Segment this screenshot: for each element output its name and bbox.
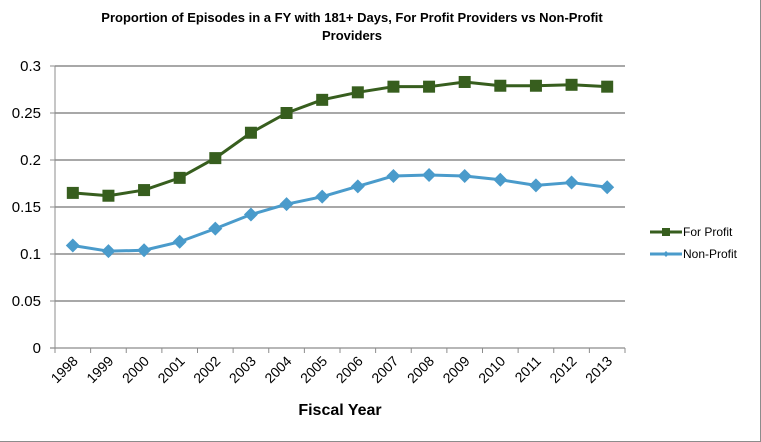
data-point-for-profit xyxy=(102,189,115,202)
x-tick-label: 2011 xyxy=(511,353,544,386)
x-tick-label: 1999 xyxy=(83,353,116,386)
data-point-for-profit xyxy=(173,171,186,184)
x-tick-label: 2009 xyxy=(439,353,472,386)
data-point-for-profit xyxy=(351,86,364,99)
data-point-non-profit xyxy=(600,180,615,195)
x-tick-label: 2001 xyxy=(154,353,187,386)
x-tick-label: 2000 xyxy=(119,353,152,386)
legend-label: For Profit xyxy=(683,225,733,239)
x-tick-label: 2003 xyxy=(226,353,259,386)
data-point-non-profit xyxy=(528,178,543,193)
x-tick-label: 2005 xyxy=(297,353,330,386)
data-point-for-profit xyxy=(565,78,578,91)
legend-label: Non-Profit xyxy=(683,247,738,261)
data-point-non-profit xyxy=(208,221,223,236)
x-tick-label: 2007 xyxy=(368,353,401,386)
data-point-for-profit xyxy=(458,75,471,88)
data-point-for-profit xyxy=(244,126,257,139)
x-tick-label: 2002 xyxy=(190,353,223,386)
data-point-for-profit xyxy=(387,80,400,93)
x-axis-title: Fiscal Year xyxy=(298,402,381,419)
data-point-for-profit xyxy=(601,80,614,93)
y-tick-label: 0 xyxy=(33,340,41,357)
data-point-for-profit xyxy=(529,79,542,92)
y-axis-tick-labels: 0 0.05 0.1 0.15 0.2 0.25 0.3 xyxy=(12,58,41,357)
data-point-for-profit xyxy=(494,79,507,92)
data-point-non-profit xyxy=(279,197,294,212)
y-tick-label: 0.05 xyxy=(12,293,41,310)
legend-diamond-marker-icon xyxy=(663,251,669,257)
x-tick-label: 2012 xyxy=(546,353,579,386)
data-point-for-profit xyxy=(209,152,222,165)
gridlines xyxy=(55,65,625,302)
chart-title: Proportion of Episodes in a FY with 181+… xyxy=(101,10,603,43)
data-point-non-profit xyxy=(243,207,258,222)
x-tick-label: 2004 xyxy=(261,353,294,386)
legend-square-marker-icon xyxy=(662,228,670,236)
data-point-non-profit xyxy=(65,238,80,253)
x-tick-label: 2013 xyxy=(582,353,615,386)
x-axis-tick-labels: 1998 1999 2000 2001 2002 2003 2004 2005 2006 2007… xyxy=(48,353,616,386)
data-point-for-profit xyxy=(138,184,151,197)
data-point-for-profit xyxy=(423,80,436,93)
legend-item-for-profit: For Profit xyxy=(650,225,733,239)
data-point-for-profit xyxy=(280,107,293,119)
x-tick-label: 2010 xyxy=(475,353,508,386)
y-tick-label: 0.15 xyxy=(12,199,41,216)
data-point-non-profit xyxy=(315,189,330,204)
data-series xyxy=(65,75,615,259)
legend: For Profit Non-Profit xyxy=(650,225,738,261)
y-tick-label: 0.25 xyxy=(12,105,41,122)
data-point-for-profit xyxy=(66,186,79,199)
data-point-non-profit xyxy=(422,168,437,183)
legend-item-non-profit: Non-Profit xyxy=(650,247,738,261)
series-line-non-profit xyxy=(72,173,608,253)
data-point-non-profit xyxy=(172,234,187,249)
data-point-non-profit xyxy=(137,243,152,258)
y-tick-label: 0.3 xyxy=(20,58,41,75)
x-tick-label: 1998 xyxy=(48,353,81,386)
data-point-non-profit xyxy=(350,179,365,194)
data-point-for-profit xyxy=(316,93,329,106)
data-point-non-profit xyxy=(493,172,508,187)
chart-title-line-1: Proportion of Episodes in a FY with 181+… xyxy=(101,10,603,25)
data-point-non-profit xyxy=(101,244,116,259)
y-tick-label: 0.1 xyxy=(20,246,41,263)
series-line-for-profit xyxy=(72,80,608,198)
x-tick-label: 2008 xyxy=(404,353,437,386)
y-tick-label: 0.2 xyxy=(20,152,41,169)
x-tick-label: 2006 xyxy=(333,353,366,386)
chart-title-line-2: Providers xyxy=(322,28,382,43)
data-point-non-profit xyxy=(457,168,472,183)
data-point-non-profit xyxy=(386,168,401,183)
data-point-non-profit xyxy=(564,175,579,190)
axes xyxy=(50,65,626,353)
